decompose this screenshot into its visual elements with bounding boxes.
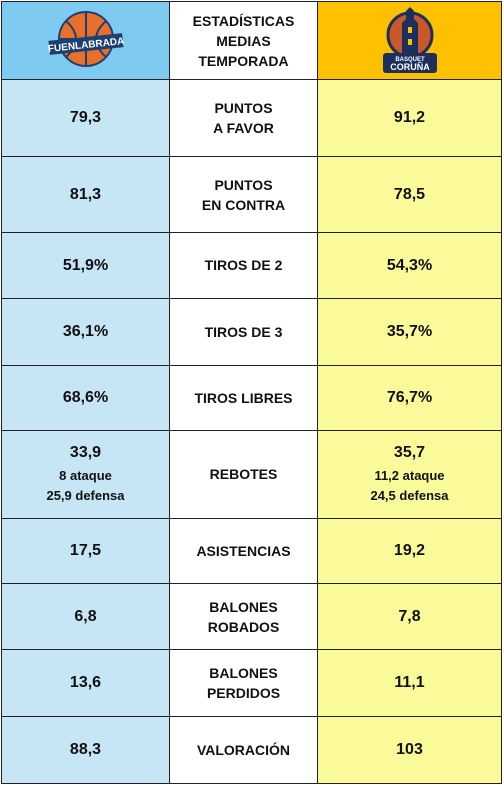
home-offensive-rebounds: 8 ataque [59,468,112,483]
stat-label-line: A FAVOR [213,120,274,136]
away-value-cell: 19,2 [317,518,502,584]
stat-label-line: PUNTOS [214,176,273,193]
home-value-cell: 79,3 [1,79,170,157]
home-value-cell: 6,8 [1,583,170,650]
stat-row-rebounds: 33,9 8 ataque 25,9 defensa REBOTES 35,7 … [1,430,502,519]
stat-label-line: BALONES [209,598,278,615]
stat-label-cell: BALONES ROBADOS [169,583,318,650]
home-value-cell: 81,3 [1,156,170,233]
stat-label-cell: REBOTES [169,430,318,519]
stat-label-line: ROBADOS [207,618,280,635]
away-value-cell: 54,3% [317,232,502,299]
header-title-line-3: TEMPORADA [198,52,289,69]
stat-label-cell: TIROS DE 2 [169,232,318,299]
stat-label-cell: TIROS DE 3 [169,298,318,366]
home-defensive-rebounds: 25,9 defensa [46,488,125,503]
stat-label-cell: PUNTOS A FAVOR [169,79,318,157]
home-value-cell: 13,6 [1,649,170,717]
home-value-cell: 36,1% [1,298,170,366]
header-title-cell: ESTADÍSTICAS MEDIAS TEMPORADA [169,1,318,80]
away-logo-text-top: BASQUET [395,57,425,63]
away-value-cell: 35,7% [317,298,502,366]
away-defensive-rebounds: 24,5 defensa [370,488,449,503]
away-value-cell: 11,1 [317,649,502,717]
stat-label-line: BALONES [209,665,278,681]
away-value: 35,7 [393,444,426,461]
basquet-coruna-logo: BASQUET CORUÑA [382,6,437,73]
away-value-cell: 91,2 [317,79,502,157]
stat-label-line: EN CONTRA [201,196,286,213]
stat-label-line: PUNTOS [214,100,273,116]
stat-label-cell: VALORACIÓN [169,716,318,784]
away-logo-text-bottom: CORUÑA [390,62,430,72]
fuenlabrada-logo: FUENLABRADA [48,10,124,67]
stat-row-turnovers: 13,6 BALONES PERDIDOS 11,1 [1,649,502,717]
stat-label-cell: ASISTENCIAS [169,518,318,584]
stat-row-points-against: 81,3 PUNTOS EN CONTRA 78,5 [1,156,502,233]
home-value-cell: 68,6% [1,365,170,431]
stat-row-free-throws: 68,6% TIROS LIBRES 76,7% [1,365,502,431]
stat-row-three-pointers: 36,1% TIROS DE 3 35,7% [1,298,502,366]
away-offensive-rebounds: 11,2 ataque [374,468,445,483]
away-value-cell: 103 [317,716,502,784]
stat-label-line: PERDIDOS [206,685,281,701]
home-value-cell: 17,5 [1,518,170,584]
stat-label-cell: PUNTOS EN CONTRA [169,156,318,233]
home-rebounds-cell: 33,9 8 ataque 25,9 defensa [1,430,170,519]
header-title-line-2: MEDIAS [216,32,271,49]
header-title-line-1: ESTADÍSTICAS [192,12,295,29]
stat-row-two-pointers: 51,9% TIROS DE 2 54,3% [1,232,502,299]
stat-label-cell: TIROS LIBRES [169,365,318,431]
home-value: 33,9 [69,444,102,461]
stat-row-steals: 6,8 BALONES ROBADOS 7,8 [1,583,502,650]
away-rebounds-cell: 35,7 11,2 ataque 24,5 defensa [317,430,502,519]
away-value-cell: 76,7% [317,365,502,431]
home-team-logo-cell: FUENLABRADA [1,1,170,80]
home-value-cell: 88,3 [1,716,170,784]
stat-label-cell: BALONES PERDIDOS [169,649,318,717]
home-value-cell: 51,9% [1,232,170,299]
stat-row-points-for: 79,3 PUNTOS A FAVOR 91,2 [1,79,502,157]
stat-row-rating: 88,3 VALORACIÓN 103 [1,716,502,784]
away-value-cell: 78,5 [317,156,502,233]
stat-row-assists: 17,5 ASISTENCIAS 19,2 [1,518,502,584]
header-row: FUENLABRADA ESTADÍSTICAS MEDIAS TEMPORAD… [1,1,502,80]
away-value-cell: 7,8 [317,583,502,650]
away-team-logo-cell: BASQUET CORUÑA [317,1,502,80]
